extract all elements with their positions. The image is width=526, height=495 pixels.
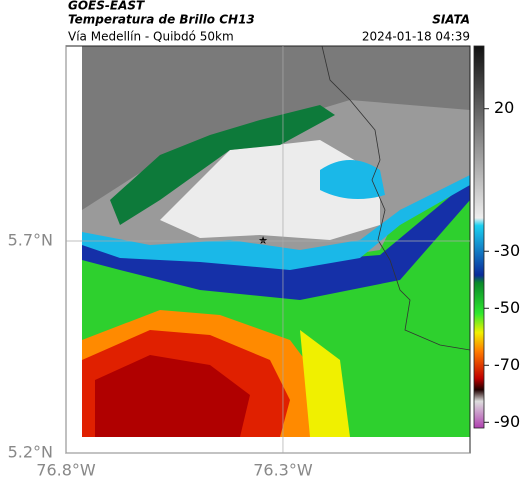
y-tick-label: 5.7°N: [8, 231, 53, 250]
subtitle: Vía Medellín - Quibdó 50km: [68, 30, 234, 44]
x-tick-label: 76.8°W: [36, 461, 96, 480]
satellite-image: [82, 46, 470, 437]
colorbar-label: -50: [494, 298, 520, 317]
colorbar-label: -30: [494, 241, 520, 260]
x-tick-label: 76.3°W: [253, 461, 313, 480]
y-tick-label: 5.2°N: [8, 443, 53, 462]
colorbar-label: 20: [494, 98, 514, 117]
timestamp: 2024-01-18 04:39: [362, 30, 470, 44]
source: GOES-EAST: [68, 0, 145, 13]
city-marker: ★: [258, 234, 268, 247]
border: [321, 45, 471, 351]
colorbar-label: -90: [494, 412, 520, 431]
brand: SIATA: [432, 13, 470, 27]
colorbar: [473, 45, 485, 429]
colorbar-label: -70: [494, 355, 520, 374]
title: Temperatura de Brillo CH13: [68, 13, 255, 27]
